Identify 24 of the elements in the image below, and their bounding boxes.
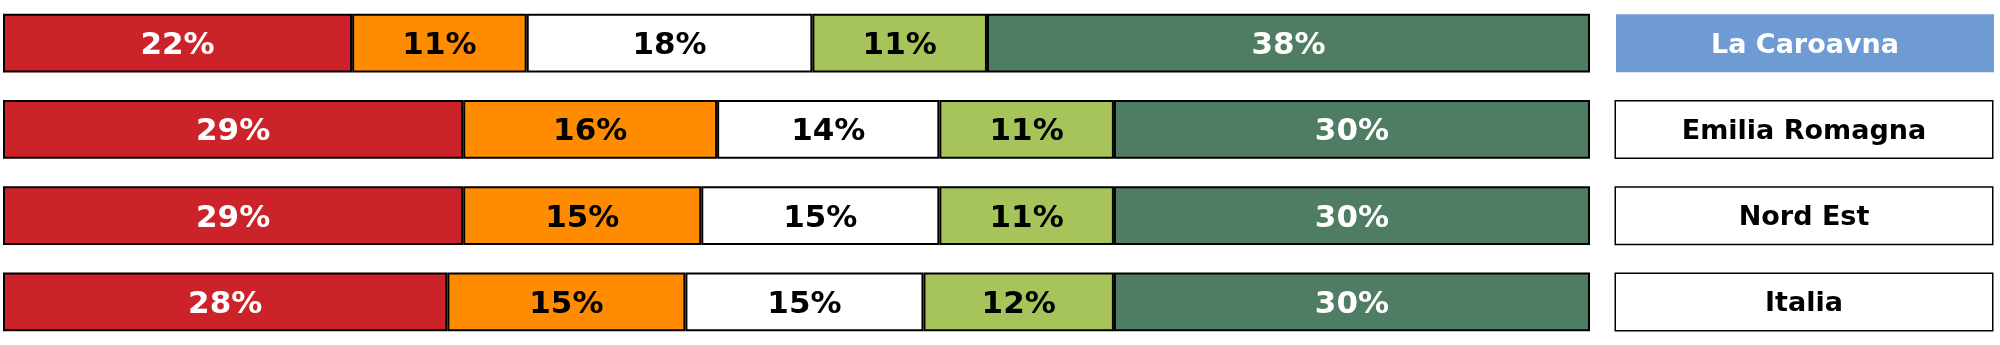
data-label: 22%: [140, 25, 215, 62]
data-label: 11%: [989, 197, 1064, 234]
y-tick-label: Italia: [1765, 286, 1843, 318]
data-label: 18%: [632, 25, 707, 62]
data-label: 30%: [1314, 197, 1390, 234]
y-tick-label: Emilia Romagna: [1681, 113, 1927, 145]
data-label: 38%: [1251, 25, 1326, 62]
data-label: 28%: [188, 283, 263, 320]
data-label: 15%: [767, 283, 842, 320]
data-label: 29%: [196, 197, 271, 234]
data-label: 16%: [553, 111, 628, 148]
data-label: 30%: [1314, 111, 1390, 148]
data-label: 12%: [981, 283, 1056, 320]
data-label: 14%: [791, 111, 866, 148]
data-label: 15%: [545, 197, 620, 234]
data-label: 29%: [196, 111, 271, 148]
data-label: 11%: [402, 25, 477, 62]
data-label: 15%: [529, 283, 604, 320]
y-tick-label: Nord Est: [1738, 200, 1870, 232]
data-label: 30%: [1314, 283, 1390, 320]
y-tick-label: La Caroavna: [1711, 27, 1899, 59]
data-label: 15%: [783, 197, 858, 234]
data-label: 11%: [989, 111, 1064, 148]
data-label: 11%: [862, 25, 937, 62]
